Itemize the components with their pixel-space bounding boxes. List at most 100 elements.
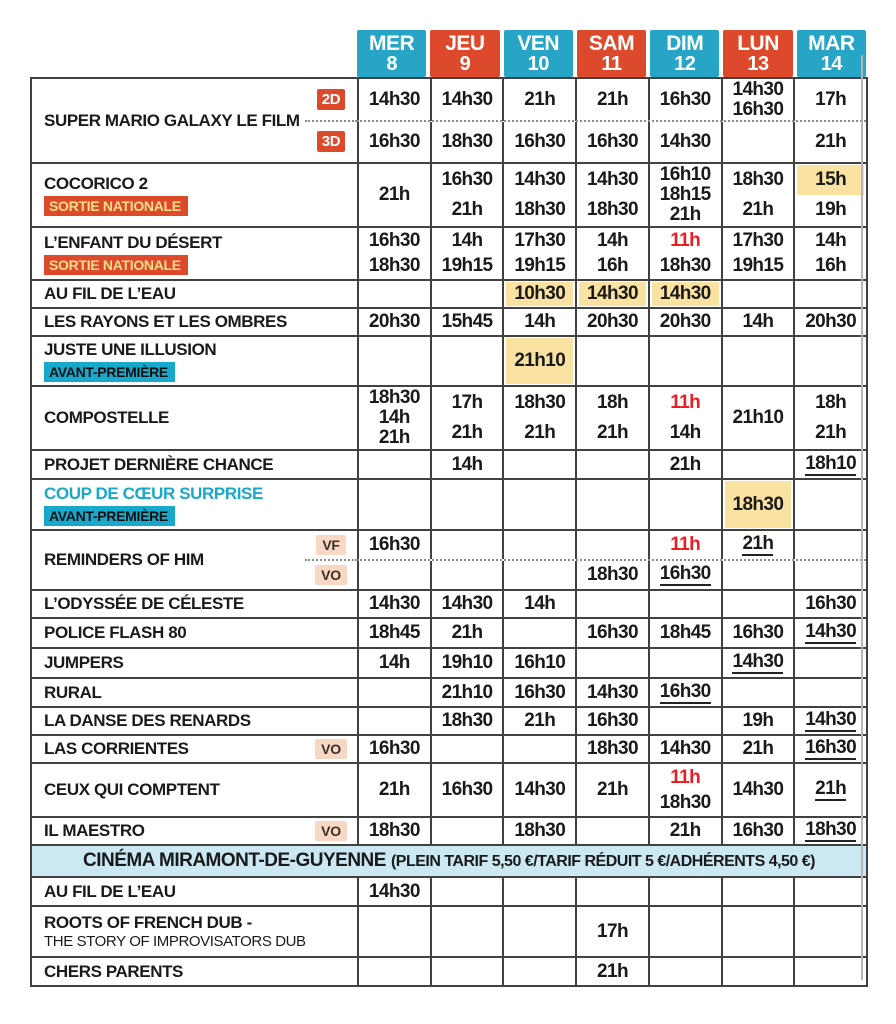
- miramont-banner: CINÉMA MIRAMONT-DE-GUYENNE (PLEIN TARIF …: [32, 844, 866, 878]
- showtime-row: 18h30 14h 21h 17h 21h 18h30 21h 18h 21h 11h 14h 21h…: [357, 387, 866, 449]
- film-label-text: REMINDERS OF HIM: [32, 531, 305, 589]
- film-row: RURAL 21h10 16h30 14h30 16h30: [32, 677, 866, 706]
- time-cell: [647, 480, 721, 529]
- showtime: 16h30: [587, 710, 638, 731]
- time-cell: [720, 907, 794, 956]
- time-cell: 14h30: [357, 878, 430, 905]
- version-badge-vo: VO: [315, 739, 347, 759]
- time-cell: 18h45: [647, 619, 721, 647]
- time-cell: 14h: [720, 309, 794, 335]
- time-cell: 21h: [793, 764, 866, 816]
- time-cell: 16h30: [575, 708, 648, 734]
- showtime: 14h30: [732, 79, 784, 100]
- film-title: CHERS PARENTS: [44, 961, 184, 981]
- film-label-text: ROOTS OF FRENCH DUB - THE STORY OF IMPROV…: [32, 907, 357, 956]
- film-title: REMINDERS OF HIM: [44, 550, 204, 569]
- time-cell: [720, 958, 794, 985]
- time-cell: 16h30: [575, 619, 648, 647]
- showtime: 16h30: [587, 622, 638, 643]
- version-badge-slot: 2D: [305, 79, 357, 120]
- showtime: 21h: [597, 779, 629, 800]
- showtime: 18h45: [659, 622, 711, 643]
- showtime: 19h15: [514, 254, 566, 276]
- film-row: ROOTS OF FRENCH DUB - THE STORY OF IMPROV…: [32, 905, 866, 956]
- film-label-cell: L’ENFANT DU DÉSERT SORTIE NATIONALE: [32, 228, 357, 279]
- time-cell: [429, 561, 503, 589]
- film-label-cell: JUMPERS: [32, 649, 357, 677]
- showtime-rows: 14h30 14h30 21h 21h 16h30 14h30 16h30 17h 16h30 1…: [357, 79, 866, 162]
- time-cell: 20h30: [357, 309, 430, 335]
- time-cell: 18h30: [720, 480, 794, 529]
- showtime: 18h30: [732, 169, 784, 190]
- time-cell: [793, 561, 866, 589]
- showtime: 17h30: [732, 230, 784, 252]
- film-row: CEUX QUI COMPTENT 21h 16h30 14h30 21h 11h 18h3…: [32, 762, 866, 816]
- showtime: 14h: [815, 230, 847, 252]
- time-cell: 21h10: [502, 337, 575, 385]
- film-label-cell: RURAL: [32, 679, 357, 706]
- time-cell: 14h 16h: [575, 228, 648, 279]
- film-label-text: L’ENFANT DU DÉSERT SORTIE NATIONALE: [32, 228, 357, 279]
- time-cell: 16h10 18h15 21h: [647, 164, 721, 226]
- time-cell: 21h: [575, 958, 648, 985]
- showtime: 16h30: [441, 169, 493, 190]
- time-cell: [502, 561, 575, 589]
- film-title: RURAL: [44, 682, 102, 702]
- showtime: 14h30: [514, 779, 566, 800]
- showtime: 18h30: [659, 791, 711, 813]
- time-cell: 18h30: [502, 818, 575, 844]
- film-row: LES RAYONS ET LES OMBRES 20h30 15h45 14h 20h…: [32, 307, 866, 335]
- version-badge-3d: 3D: [316, 131, 346, 153]
- showtime: 21h10: [506, 338, 574, 384]
- time-cell: 21h: [720, 736, 794, 762]
- showtime: 14h30: [651, 282, 719, 306]
- time-cell: [647, 708, 721, 734]
- film-row: REMINDERS OF HIM VF VO 16h30 11h 21h 18h30 16h3…: [32, 529, 866, 589]
- showtime: 14h30: [797, 709, 864, 733]
- day-number: 13: [747, 52, 769, 75]
- showtime: 14h30: [659, 130, 711, 152]
- time-cell: 18h45: [357, 619, 430, 647]
- time-cell: [647, 907, 721, 956]
- time-cell: [429, 878, 503, 905]
- time-cell: [793, 531, 866, 559]
- time-cell: [793, 281, 866, 307]
- film-label-cell: COUP DE CŒUR SURPRISE AVANT-PREMIÈRE: [32, 480, 357, 529]
- time-cell: 16h30: [720, 619, 794, 647]
- film-title: CEUX QUI COMPTENT: [44, 780, 220, 799]
- time-cell: [720, 337, 794, 385]
- version-badge-column: VF VO: [305, 531, 357, 589]
- film-row: AU FIL DE L’EAU 14h30: [32, 878, 866, 905]
- film-title: COMPOSTELLE: [44, 408, 169, 427]
- time-cell: 14h30: [793, 619, 866, 647]
- day-number: 8: [386, 52, 397, 75]
- time-cell: [793, 337, 866, 385]
- film-tag-badge: AVANT-PREMIÈRE: [44, 362, 175, 382]
- time-cell: 21h: [720, 531, 794, 559]
- day-name: SAM: [588, 31, 635, 55]
- time-cell: 17h30 19h15: [720, 228, 794, 279]
- day-chip-mer: MER 8: [357, 30, 427, 77]
- version-badge-slot: VF: [305, 531, 357, 559]
- day-name: MAR: [808, 31, 855, 55]
- showtime: 21h: [378, 779, 411, 800]
- film-title: POLICE FLASH 80: [44, 623, 187, 642]
- time-cell: [429, 531, 503, 559]
- showtime: 17h30: [514, 230, 566, 252]
- version-badge-column: VO: [305, 818, 357, 844]
- film-title: LAS CORRIENTES: [44, 739, 189, 758]
- film-row: PROJET DERNIÈRE CHANCE 14h 21h 18h10: [32, 449, 866, 478]
- time-cell: [720, 281, 794, 307]
- showtime: 21h: [669, 820, 702, 841]
- showtime-row: 21h10 16h30 14h30 16h30: [357, 679, 866, 706]
- film-row: L’ODYSSÉE DE CÉLESTE 14h30 14h30 14h 16h30: [32, 589, 866, 617]
- showtime: 14h: [669, 422, 702, 443]
- film-label-cell: LA DANSE DES RENARDS: [32, 708, 357, 734]
- time-cell: [575, 818, 648, 844]
- showtime: 14h30: [579, 282, 646, 306]
- showtime: 19h15: [441, 254, 493, 276]
- time-cell: 21h: [647, 818, 721, 844]
- day-number: 12: [674, 52, 696, 75]
- time-cell: 14h30: [575, 281, 648, 307]
- showtime: 16h30: [652, 562, 719, 588]
